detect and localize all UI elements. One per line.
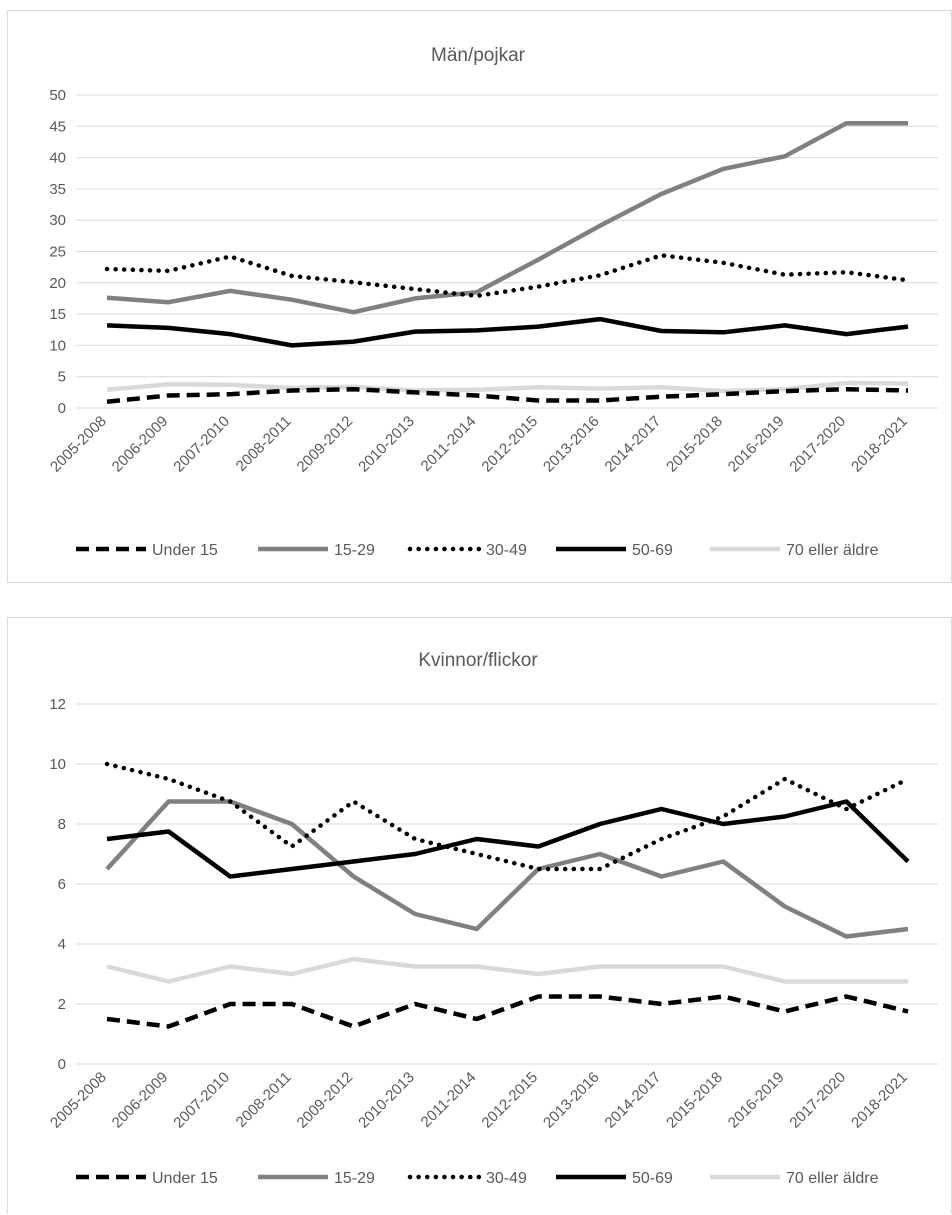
x-tick-label: 2007-2010 (170, 413, 233, 476)
y-tick-label: 0 (58, 1056, 66, 1073)
legend-label: 30-49 (486, 542, 527, 559)
legend-label: 50-69 (632, 1170, 673, 1187)
series-line-15-29 (105, 799, 909, 939)
legend-label: 15-29 (334, 542, 375, 559)
chart-title: Män/pojkar (431, 45, 526, 66)
legend-label: Under 15 (152, 1170, 218, 1187)
x-tick-label: 2011-2014 (418, 413, 480, 475)
y-tick-label: 8 (58, 816, 66, 833)
legend-label: 70 eller äldre (786, 1170, 879, 1187)
y-tick-label: 25 (49, 244, 66, 261)
y-tick-label: 2 (58, 996, 66, 1013)
y-tick-label: 20 (49, 275, 66, 292)
y-tick-label: 4 (58, 936, 66, 953)
x-tick-label: 2008-2011 (233, 1069, 295, 1131)
series-line-under-15 (106, 386, 909, 404)
x-tick-label: 2005-2008 (47, 413, 110, 476)
x-tick-label: 2017-2020 (786, 413, 849, 476)
legend-label: 70 eller äldre (786, 542, 879, 559)
x-tick-label: 2012-2015 (478, 1069, 541, 1132)
series-line-50-69 (106, 799, 910, 879)
x-tick-label: 2013-2016 (540, 1069, 603, 1132)
x-tick-label: 2012-2015 (478, 413, 541, 476)
y-tick-label: 50 (49, 87, 66, 104)
legend-label: 15-29 (334, 1170, 375, 1187)
chart-panel-men: Män/pojkar 0 5 10 15 20 25 30 35 40 45 50 2005-2008… (7, 10, 952, 583)
x-tick-label: 2009-2012 (294, 413, 357, 476)
legend-label: Under 15 (152, 542, 218, 559)
x-tick-label: 2011-2014 (418, 1069, 480, 1131)
x-tick-label: 2015-2018 (663, 413, 726, 476)
x-tick-label: 2006-2009 (109, 1069, 172, 1132)
y-tick-label: 12 (49, 696, 66, 713)
x-tick-label: 2007-2010 (170, 1069, 233, 1132)
series-line-30-49 (104, 761, 911, 872)
chart-men: Män/pojkar 0 5 10 15 20 25 30 35 40 45 50 2005-2008… (47, 45, 938, 559)
legend-label: 30-49 (486, 1170, 527, 1187)
x-tick-label: 2016-2019 (725, 413, 788, 476)
y-tick-label: 30 (49, 212, 66, 229)
x-tick-label: 2010-2013 (355, 1069, 418, 1132)
y-tick-label: 35 (49, 181, 66, 198)
y-tick-label: 45 (49, 118, 66, 135)
y-tick-label: 10 (49, 337, 66, 354)
series-line-70-eller-ldre (106, 956, 908, 984)
legend-label: 50-69 (632, 542, 673, 559)
chart-title: Kvinnor/flickor (418, 650, 538, 671)
x-tick-label: 2005-2008 (47, 1069, 110, 1132)
y-tick-label: 6 (58, 876, 66, 893)
x-tick-label: 2016-2019 (725, 1069, 788, 1132)
chart-panel-women: Kvinnor/flickor 0 2 4 6 8 10 12 2005-2008 2006-2… (7, 617, 952, 1214)
x-tick-label: 2018-2021 (848, 1069, 911, 1132)
series-line-30-49 (104, 253, 911, 299)
y-tick-label: 40 (49, 150, 66, 167)
x-tick-label: 2006-2009 (109, 413, 172, 476)
x-tick-label: 2017-2020 (786, 1069, 849, 1132)
x-tick-label: 2014-2017 (602, 413, 665, 476)
y-tick-label: 0 (58, 400, 66, 417)
series-line-under-15 (106, 994, 909, 1029)
y-tick-label: 15 (49, 306, 66, 323)
x-tick-label: 2008-2011 (233, 413, 295, 475)
chart-women: Kvinnor/flickor 0 2 4 6 8 10 12 2005-20082006-2… (47, 650, 938, 1187)
x-tick-label: 2014-2017 (602, 1069, 665, 1132)
series-line-15-29 (106, 120, 908, 315)
x-tick-label: 2018-2021 (848, 413, 911, 476)
x-tick-label: 2013-2016 (540, 413, 603, 476)
y-tick-label: 10 (49, 756, 66, 773)
x-tick-label: 2015-2018 (663, 1069, 726, 1132)
x-tick-label: 2010-2013 (355, 413, 418, 476)
y-tick-label: 5 (58, 369, 66, 386)
x-tick-label: 2009-2012 (294, 1069, 357, 1132)
series-line-50-69 (106, 316, 909, 348)
